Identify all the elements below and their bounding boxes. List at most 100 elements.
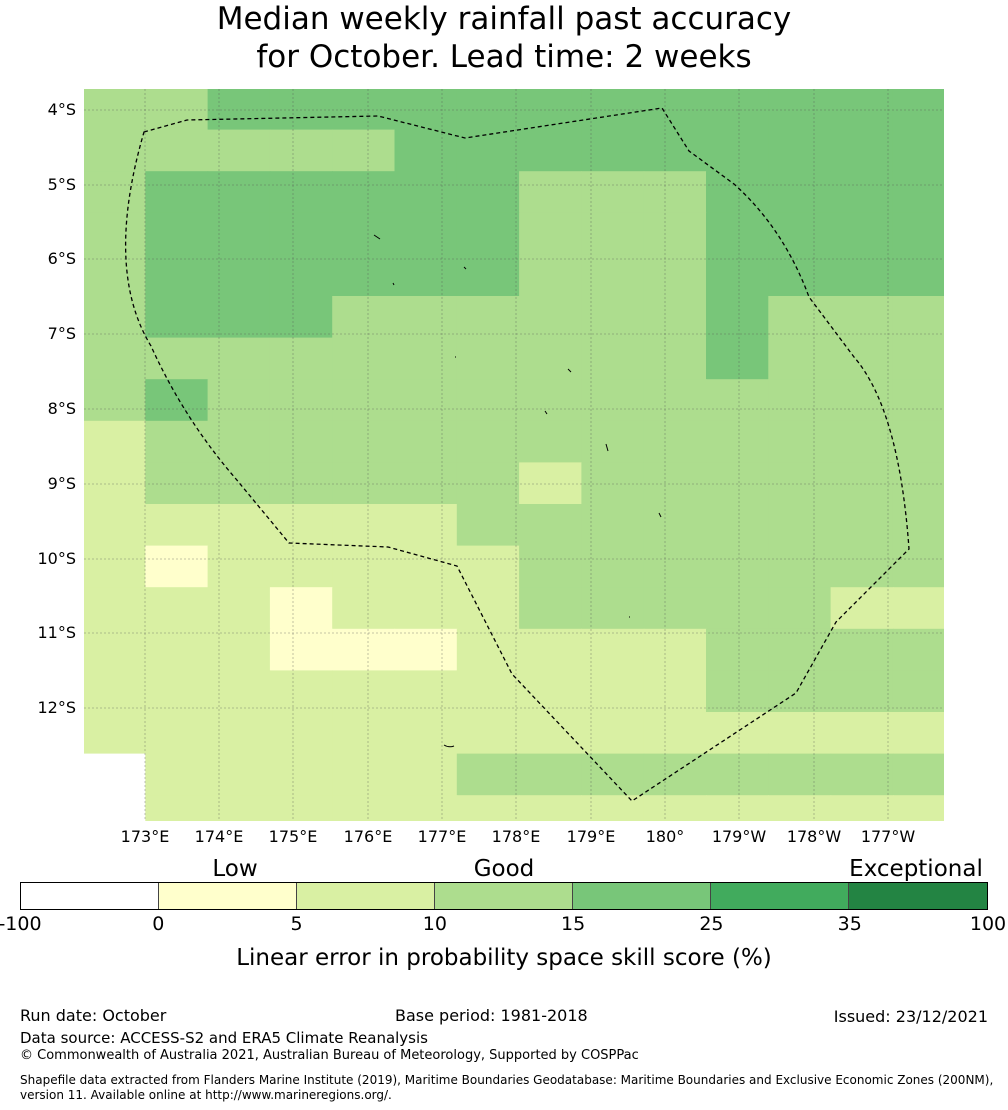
grid-cell: [643, 89, 707, 131]
grid-cell: [145, 795, 209, 821]
grid-cell: [84, 89, 146, 131]
grid-cell: [145, 379, 209, 422]
grid-cell: [84, 420, 146, 463]
category-exceptional: Exceptional: [849, 856, 983, 882]
grid-cell: [84, 545, 146, 588]
grid-cell: [519, 504, 582, 547]
island: [658, 512, 662, 518]
grid-cell: [706, 171, 769, 214]
grid-cell: [207, 712, 271, 755]
colorbar-tick-label: 100: [969, 913, 1007, 935]
grid-cell: [84, 254, 146, 297]
skill-grid: [84, 89, 944, 821]
grid-cell: [332, 712, 396, 755]
grid-cell: [145, 129, 209, 172]
grid-cell: [332, 129, 396, 172]
grid-cell: [519, 420, 582, 463]
grid-cell: [643, 712, 707, 755]
grid-cell: [207, 420, 271, 463]
grid-cell: [768, 795, 832, 821]
grid-cell: [892, 795, 944, 821]
grid-cell: [84, 337, 146, 380]
grid-cell: [456, 504, 520, 547]
grid-cell: [269, 337, 333, 380]
grid-cell: [830, 795, 894, 821]
grid-cell: [394, 712, 458, 755]
grid-cell: [706, 795, 769, 821]
grid-cell: [145, 504, 209, 547]
grid-cell: [768, 89, 832, 131]
grid-cell: [394, 129, 458, 172]
grid-cell: [892, 628, 944, 671]
grid-cell: [643, 212, 707, 255]
grid-cell: [394, 337, 458, 380]
grid-cell: [830, 212, 894, 255]
grid-cell: [207, 379, 271, 422]
grid-cell: [706, 670, 769, 713]
grid-cell: [706, 462, 769, 505]
colorbar-segment: [711, 883, 849, 909]
grid-cell: [207, 296, 271, 339]
island: [567, 368, 572, 373]
island: [463, 266, 467, 270]
grid-cell: [269, 504, 333, 547]
grid-cell: [84, 712, 146, 755]
grid-cell: [145, 420, 209, 463]
grid-cell: [706, 337, 769, 380]
latitude-label: 6°S: [47, 249, 76, 268]
grid-cell: [581, 545, 645, 588]
island: [443, 744, 455, 748]
grid-cell: [643, 254, 707, 297]
colorbar-segment: [159, 883, 297, 909]
grid-cell: [581, 296, 645, 339]
grid-cell: [643, 545, 707, 588]
longitude-label: 176°E: [343, 827, 393, 846]
grid-cell: [768, 545, 832, 588]
grid-cell: [706, 587, 769, 630]
grid-cell: [768, 504, 832, 547]
colorbar-tick-label: 25: [699, 913, 724, 935]
island: [544, 410, 548, 415]
grid-cell: [581, 712, 645, 755]
grid-cell: [830, 337, 894, 380]
colorbar-tick-label: 10: [422, 913, 447, 935]
eez-boundary: [125, 107, 910, 802]
grid-cell: [269, 89, 333, 131]
grid-cell: [207, 212, 271, 255]
grid-cell: [581, 670, 645, 713]
grid-cell: [269, 254, 333, 297]
grid-cell: [332, 254, 396, 297]
grid-cell: [581, 89, 645, 131]
grid-cell: [456, 89, 520, 131]
grid-cell: [768, 462, 832, 505]
grid-cell: [145, 712, 209, 755]
grid-cell: [456, 628, 520, 671]
grid-cell: [768, 379, 832, 422]
grid-cell: [706, 89, 769, 131]
longitude-label: 177°W: [860, 827, 916, 846]
grid-cell: [394, 545, 458, 588]
latitude-label: 4°S: [47, 100, 76, 119]
run-date: Run date: October: [20, 1006, 167, 1025]
grid-cell: [332, 379, 396, 422]
grid-cell: [456, 379, 520, 422]
grid-cell: [581, 379, 645, 422]
grid-cell: [643, 171, 707, 214]
grid-cell: [269, 670, 333, 713]
grid-cell: [332, 420, 396, 463]
grid-cell: [332, 628, 396, 671]
grid-cell: [830, 379, 894, 422]
latitude-label: 7°S: [47, 324, 76, 343]
longitude-label: 175°E: [268, 827, 318, 846]
grid-cell: [145, 462, 209, 505]
grid-cell: [84, 212, 146, 255]
grid-cell: [830, 171, 894, 214]
grid-cell: [768, 171, 832, 214]
grid-cell: [768, 712, 832, 755]
grid-cell: [269, 712, 333, 755]
grid-cell: [207, 504, 271, 547]
grid-cell: [643, 628, 707, 671]
grid-cell: [456, 712, 520, 755]
grid-cell: [332, 545, 396, 588]
colorbar-tick-label: -100: [0, 913, 42, 935]
